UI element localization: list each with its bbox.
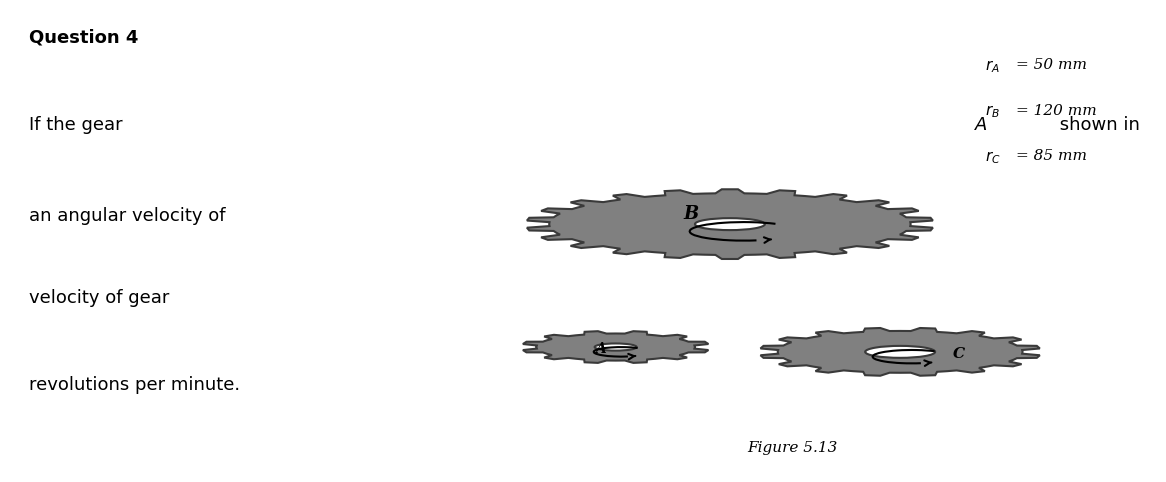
Text: = 120 mm: = 120 mm <box>1016 104 1096 118</box>
Text: shown in: shown in <box>1054 116 1145 134</box>
Text: Figure 5.13: Figure 5.13 <box>747 442 838 455</box>
Text: = 85 mm: = 85 mm <box>1016 149 1087 163</box>
Text: Question 4: Question 4 <box>29 29 139 47</box>
Polygon shape <box>527 189 933 259</box>
Polygon shape <box>522 331 709 363</box>
Text: revolutions per minute.: revolutions per minute. <box>29 376 240 394</box>
Text: $r_A$: $r_A$ <box>985 58 1000 75</box>
Text: an angular velocity of: an angular velocity of <box>29 207 231 225</box>
Text: B: B <box>683 205 698 224</box>
Text: If the gear: If the gear <box>29 116 128 134</box>
Text: $r_C$: $r_C$ <box>985 149 1000 166</box>
Text: = 50 mm: = 50 mm <box>1016 58 1087 72</box>
Text: A: A <box>975 116 988 134</box>
Ellipse shape <box>695 218 765 230</box>
Text: A: A <box>595 342 605 357</box>
Polygon shape <box>760 328 1040 376</box>
Text: C: C <box>953 347 964 362</box>
Text: velocity of gear: velocity of gear <box>29 289 175 307</box>
Ellipse shape <box>595 344 637 350</box>
Text: $r_B$: $r_B$ <box>985 104 1000 120</box>
Ellipse shape <box>865 346 935 358</box>
